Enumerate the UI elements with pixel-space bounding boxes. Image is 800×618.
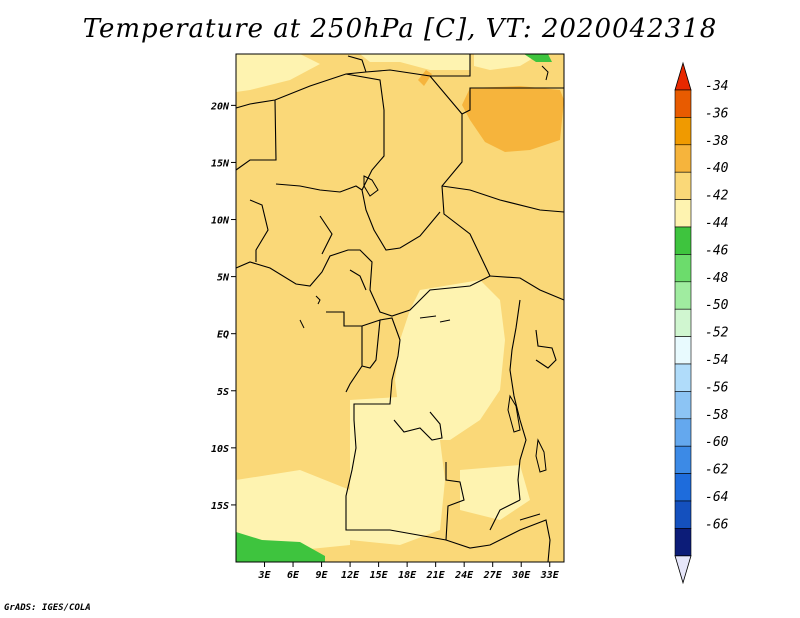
colorbar-label: -44 bbox=[705, 216, 728, 231]
field-green-region bbox=[236, 532, 325, 562]
lat-tick-label: EQ bbox=[217, 330, 229, 341]
grads-credit: GrADS: IGES/COLA bbox=[4, 603, 91, 613]
longitude-axis: 3E 6E 9E 12E 15E 18E 21E 24E 27E 30E 33E bbox=[257, 562, 560, 581]
colorbar-label: -58 bbox=[705, 408, 729, 423]
colorbar-label: -64 bbox=[705, 490, 728, 505]
colorbar-label: -66 bbox=[705, 517, 729, 532]
lon-tick-label: 27E bbox=[483, 570, 503, 581]
colorbar-segment bbox=[674, 89, 692, 118]
colorbar-label: -36 bbox=[705, 106, 729, 121]
colorbar-label: -34 bbox=[705, 79, 728, 94]
field-green-region-ne bbox=[524, 54, 552, 62]
colorbar-bottom-arrow bbox=[674, 555, 692, 585]
colorbar-segment bbox=[674, 363, 692, 392]
lat-tick-label: 15N bbox=[211, 158, 230, 169]
lon-tick-label: 30E bbox=[511, 570, 531, 581]
latitude-axis: 20N 15N 10N 5N EQ 5S 10S 15S bbox=[210, 101, 236, 512]
lat-tick-label: 5S bbox=[217, 387, 229, 398]
lon-tick-label: 33E bbox=[540, 570, 560, 581]
lon-tick-label: 15E bbox=[370, 570, 389, 581]
colorbar-label: -56 bbox=[705, 380, 729, 395]
colorbar: -34 -36 -38 -40 -42 -44 -46 -48 -50 -52 -54 -56 -58 -… bbox=[674, 61, 729, 585]
colorbar-label: -42 bbox=[705, 189, 729, 204]
lon-tick-label: 12E bbox=[341, 570, 360, 581]
colorbar-label: -60 bbox=[705, 435, 729, 450]
country-borders bbox=[235, 54, 565, 563]
colorbar-segment bbox=[674, 500, 692, 529]
lat-tick-label: 10S bbox=[211, 444, 229, 455]
colorbar-label: -50 bbox=[705, 298, 729, 313]
plot-title: Temperature at 250hPa [C], VT: 202004231… bbox=[82, 14, 718, 44]
colorbar-label: -40 bbox=[705, 161, 729, 176]
colorbar-segment bbox=[674, 226, 692, 255]
field-orange-regions bbox=[418, 70, 564, 152]
lon-tick-label: 6E bbox=[287, 570, 300, 581]
lat-tick-label: 10N bbox=[211, 216, 230, 227]
lon-tick-label: 21E bbox=[426, 570, 446, 581]
colorbar-segment bbox=[674, 528, 692, 557]
map-frame bbox=[235, 53, 565, 563]
colorbar-segment bbox=[674, 254, 692, 283]
colorbar-segment bbox=[674, 117, 692, 146]
colorbar-top-arrow bbox=[674, 61, 692, 91]
colorbar-label: -52 bbox=[705, 326, 729, 341]
lat-tick-label: 15S bbox=[211, 501, 229, 512]
colorbar-label: -62 bbox=[705, 463, 729, 478]
colorbar-segment bbox=[674, 144, 692, 173]
colorbar-segment bbox=[674, 171, 692, 200]
lon-tick-label: 18E bbox=[398, 570, 417, 581]
lakes bbox=[299, 65, 549, 521]
field-light-regions bbox=[236, 54, 540, 550]
colorbar-label: -54 bbox=[705, 353, 728, 368]
lat-tick-label: 5N bbox=[217, 273, 230, 284]
colorbar-segment bbox=[674, 445, 692, 474]
colorbar-segment bbox=[674, 281, 692, 310]
colorbar-segment bbox=[674, 418, 692, 447]
colorbar-segment bbox=[674, 308, 692, 337]
colorbar-label: -46 bbox=[705, 243, 729, 258]
colorbar-label: -38 bbox=[705, 134, 729, 149]
colorbar-segment bbox=[674, 473, 692, 502]
colorbar-segment bbox=[674, 391, 692, 420]
lat-tick-label: 20N bbox=[210, 101, 230, 112]
lon-tick-label: 9E bbox=[316, 570, 329, 581]
lon-tick-label: 24E bbox=[454, 570, 474, 581]
colorbar-segment bbox=[674, 199, 692, 228]
map-panel: 20N 15N 10N 5N EQ 5S 10S 15S 3E 6E 9E 12E 15E 18E 21E… bbox=[210, 53, 565, 581]
colorbar-label: -48 bbox=[705, 271, 729, 286]
colorbar-segment bbox=[674, 336, 692, 365]
lon-tick-label: 3E bbox=[257, 570, 271, 581]
